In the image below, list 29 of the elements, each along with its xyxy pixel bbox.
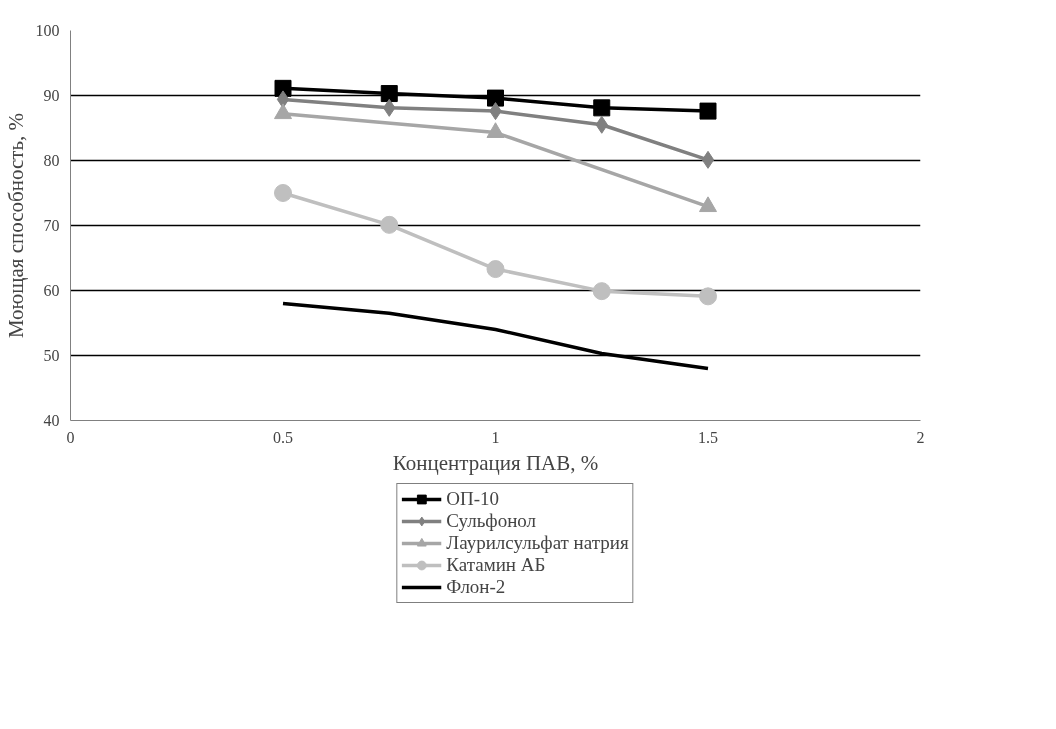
y-tick-label: 100 bbox=[35, 22, 60, 39]
y-tick-label: 50 bbox=[43, 347, 60, 364]
legend-label: Сульфонол bbox=[446, 510, 537, 532]
point bbox=[487, 89, 504, 107]
point bbox=[274, 184, 292, 202]
y-tick-label: 80 bbox=[43, 152, 60, 169]
point bbox=[593, 99, 611, 117]
x-tick-label: 2 bbox=[916, 428, 925, 446]
x-tick-label: 0 bbox=[66, 428, 75, 446]
point bbox=[701, 150, 715, 169]
point bbox=[380, 85, 398, 103]
y-tick-label: 70 bbox=[43, 217, 60, 234]
legend-label: Катамин АБ bbox=[446, 554, 546, 576]
x-tick-label: 0.5 bbox=[273, 428, 293, 446]
y-tick-label: 90 bbox=[43, 87, 60, 104]
legend-label: Флон-2 bbox=[446, 576, 506, 598]
x-tick-label: 1 bbox=[491, 428, 500, 446]
point bbox=[699, 287, 717, 306]
x-axis-title: Концентрация ПАВ, % bbox=[392, 450, 599, 475]
y-tick-label: 40 bbox=[43, 412, 60, 429]
y-axis-title: Моющая способность, % bbox=[3, 112, 28, 339]
y-tick-label: 60 bbox=[43, 282, 60, 299]
x-tick-label: 1.5 bbox=[698, 428, 718, 446]
point bbox=[486, 260, 505, 279]
legend-label: ОП-10 bbox=[446, 488, 500, 510]
point bbox=[592, 282, 611, 301]
point bbox=[380, 215, 399, 234]
legend-label: Лаурилсульфат натрия bbox=[446, 532, 629, 554]
point bbox=[699, 102, 717, 120]
